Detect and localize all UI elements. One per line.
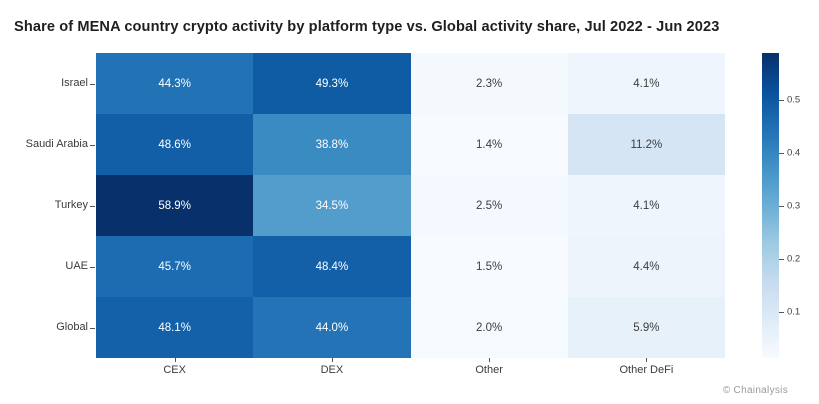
heatmap-cell: 48.6% xyxy=(96,114,254,175)
y-axis-label: Global xyxy=(56,321,88,333)
heatmap-cell: 58.9% xyxy=(96,175,254,236)
colorbar-tick xyxy=(779,312,784,314)
heatmap-cell: 44.3% xyxy=(96,53,254,114)
heatmap-cell: 1.4% xyxy=(410,114,568,175)
heatmap-cell: 11.2% xyxy=(567,114,725,175)
heatmap-cell: 2.3% xyxy=(410,53,568,114)
y-axis-label: Israel xyxy=(61,77,88,89)
heatmap-cell: 1.5% xyxy=(410,236,568,297)
y-axis-label: Saudi Arabia xyxy=(25,138,88,150)
y-axis-tick xyxy=(90,205,95,207)
colorbar-tick xyxy=(779,259,784,261)
y-axis-label: Turkey xyxy=(54,199,88,211)
heatmap-cell: 5.9% xyxy=(567,297,725,358)
heatmap-cell: 49.3% xyxy=(253,53,411,114)
colorbar-tick-label: 0.4 xyxy=(787,147,801,159)
x-axis-tick xyxy=(646,358,648,362)
heatmap-cell: 34.5% xyxy=(253,175,411,236)
y-axis-tick xyxy=(90,83,95,85)
x-axis-label: CEX xyxy=(163,364,186,376)
x-axis-tick xyxy=(174,358,176,362)
heatmap-cell: 48.4% xyxy=(253,236,411,297)
colorbar-tick-label: 0.1 xyxy=(787,306,801,318)
colorbar-gradient xyxy=(762,53,779,358)
x-axis-label: Other xyxy=(475,364,503,376)
y-axis-tick xyxy=(90,266,95,268)
heatmap-plot-area: 44.3% 49.3% 2.3% 4.1% 48.6% 38.8% 1.4% 11.2% 58.… xyxy=(96,53,725,358)
colorbar-tick-label: 0.3 xyxy=(787,200,801,212)
colorbar-tick xyxy=(779,153,784,155)
credit-text: © Chainalysis xyxy=(722,385,788,396)
y-axis-tick xyxy=(90,327,95,329)
colorbar-tick-label: 0.5 xyxy=(787,94,801,106)
colorbar-tick-label: 0.2 xyxy=(787,253,801,265)
heatmap-cell: 2.5% xyxy=(410,175,568,236)
y-axis-label: UAE xyxy=(65,260,88,272)
heatmap-cell: 4.4% xyxy=(567,236,725,297)
heatmap-cell: 4.1% xyxy=(567,53,725,114)
x-axis-tick xyxy=(489,358,491,362)
heatmap-cell: 44.0% xyxy=(253,297,411,358)
heatmap-cell: 2.0% xyxy=(410,297,568,358)
heatmap-cell: 38.8% xyxy=(253,114,411,175)
x-axis-label: Other DeFi xyxy=(619,364,674,376)
heatmap-cell: 48.1% xyxy=(96,297,254,358)
chart-title: Share of MENA country crypto activity by… xyxy=(14,19,720,35)
heatmap-cell: 45.7% xyxy=(96,236,254,297)
colorbar-tick xyxy=(779,206,784,208)
y-axis-tick xyxy=(90,144,95,146)
colorbar-tick xyxy=(779,100,784,102)
x-axis-tick xyxy=(331,358,333,362)
x-axis-label: DEX xyxy=(320,364,344,376)
heatmap-cell: 4.1% xyxy=(567,175,725,236)
